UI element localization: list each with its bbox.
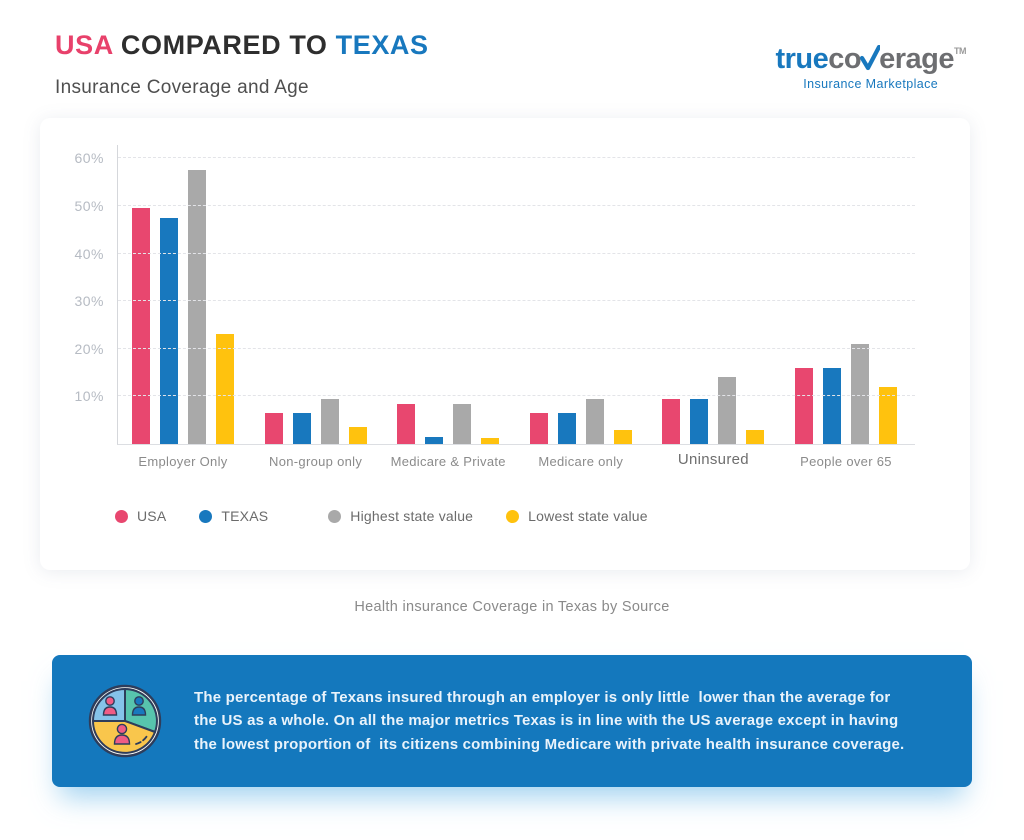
bar-cluster xyxy=(662,377,765,444)
bar-usa xyxy=(264,413,283,444)
legend-item: TEXAS xyxy=(199,508,268,524)
y-axis-label: 10% xyxy=(74,388,104,405)
gridline xyxy=(118,300,915,302)
bar-lowest-state-value xyxy=(216,334,234,444)
bar-usa xyxy=(794,368,813,444)
chart-card: Employer Only Non-group only Medicare & Pr… xyxy=(40,118,970,570)
legend-item: Highest state value xyxy=(328,508,473,524)
bar-highest-state-value xyxy=(453,404,472,444)
bar-cluster xyxy=(132,170,234,444)
bar-group: Medicare & Private xyxy=(391,404,506,469)
bar-texas xyxy=(557,413,576,444)
bar-highest-state-value xyxy=(718,377,737,444)
bar-groups: Employer Only Non-group only Medicare & Pr… xyxy=(118,170,915,469)
bar-group: Employer Only xyxy=(132,170,234,469)
bar-group: People over 65 xyxy=(794,344,897,469)
x-axis-label: People over 65 xyxy=(800,454,892,469)
bar-group: Non-group only xyxy=(264,399,367,469)
y-axis-label: 60% xyxy=(74,150,104,167)
y-axis-label: 20% xyxy=(74,340,104,357)
bar-cluster xyxy=(529,399,632,444)
gridline xyxy=(118,157,915,159)
bar-highest-state-value xyxy=(320,399,339,444)
bar-lowest-state-value xyxy=(878,387,897,444)
logo-tagline: Insurance Marketplace xyxy=(803,77,939,91)
logo-wordmark: trueco erageTM xyxy=(775,45,966,74)
bar-usa xyxy=(397,404,416,444)
legend-dot-icon xyxy=(328,509,342,523)
header: USA COMPARED TO TEXAS Insurance Coverage… xyxy=(55,30,429,99)
logo-co: co xyxy=(828,43,862,75)
x-axis-label: Non-group only xyxy=(269,454,363,469)
bar-group: Uninsured xyxy=(662,377,765,468)
bar-usa xyxy=(132,208,150,444)
plot-area: Employer Only Non-group only Medicare & Pr… xyxy=(74,145,915,469)
legend-label: TEXAS xyxy=(221,508,269,524)
y-axis-label: 40% xyxy=(74,245,104,262)
legend-dot-icon xyxy=(199,509,213,523)
bar-lowest-state-value xyxy=(348,427,367,444)
gridline xyxy=(118,347,915,349)
title-compared-to: COMPARED TO xyxy=(112,30,336,60)
bar-cluster xyxy=(264,399,367,444)
legend-label: Highest state value xyxy=(350,508,474,524)
bar-lowest-state-value xyxy=(613,430,632,444)
bar-highest-state-value xyxy=(850,344,869,444)
bar-lowest-state-value xyxy=(746,430,765,444)
bar-usa xyxy=(529,413,548,444)
page-subtitle: Insurance Coverage and Age xyxy=(55,77,309,98)
summary-text: The percentage of Texans insured through… xyxy=(194,689,905,753)
bar-cluster xyxy=(794,344,897,444)
bar-texas xyxy=(690,399,709,444)
pie-chart-people-icon xyxy=(88,684,162,758)
x-axis-label: Medicare only xyxy=(538,454,624,469)
gridline xyxy=(118,204,915,206)
bar-texas xyxy=(425,437,444,444)
chart-legend: USA TEXAS Highest state value Lowest state … xyxy=(115,508,681,524)
y-axis-label: 30% xyxy=(74,293,104,310)
title-usa: USA xyxy=(55,30,113,60)
chart-caption: Health insurance Coverage in Texas by So… xyxy=(354,599,670,615)
bar-texas xyxy=(160,218,178,444)
legend-label: USA xyxy=(137,508,167,524)
logo-true: true xyxy=(775,43,829,75)
bar-texas xyxy=(292,413,311,444)
legend-dot-icon xyxy=(506,509,520,523)
checkmark-icon xyxy=(860,44,882,71)
legend-label: Lowest state value xyxy=(528,508,648,524)
trademark-symbol: TM xyxy=(954,46,967,56)
bar-highest-state-value xyxy=(585,399,604,444)
bar-usa xyxy=(662,399,681,444)
y-axis-label: 50% xyxy=(74,197,104,214)
logo-erage: erage xyxy=(879,43,954,75)
legend-item: Lowest state value xyxy=(506,508,648,524)
bar-highest-state-value xyxy=(188,170,206,444)
bar-texas xyxy=(822,368,841,444)
gridline xyxy=(118,252,915,254)
legend-dot-icon xyxy=(115,509,128,523)
bar-cluster xyxy=(397,404,500,444)
summary-info-box: The percentage of Texans insured through… xyxy=(52,655,972,787)
title-texas: TEXAS xyxy=(335,30,429,60)
legend-item: USA xyxy=(115,508,166,524)
page-title: USA COMPARED TO TEXAS xyxy=(55,30,429,61)
truecoverage-logo: trueco erageTM Insurance Marketplace xyxy=(775,45,966,92)
bar-group: Medicare only xyxy=(529,399,632,469)
gridline xyxy=(118,395,915,397)
x-axis-label: Uninsured xyxy=(677,451,749,468)
x-axis-label: Medicare & Private xyxy=(390,454,506,469)
bar-lowest-state-value xyxy=(481,438,500,444)
x-axis-label: Employer Only xyxy=(138,454,228,469)
